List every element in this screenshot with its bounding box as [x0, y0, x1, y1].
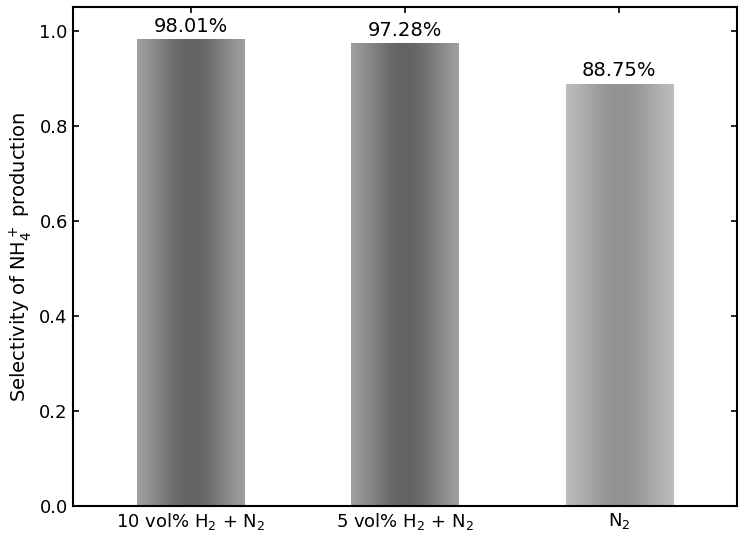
Text: 88.75%: 88.75%	[582, 61, 656, 80]
Text: 97.28%: 97.28%	[368, 21, 442, 40]
Text: 98.01%: 98.01%	[153, 17, 228, 36]
Y-axis label: Selectivity of NH$_4^+$ production: Selectivity of NH$_4^+$ production	[7, 112, 33, 402]
